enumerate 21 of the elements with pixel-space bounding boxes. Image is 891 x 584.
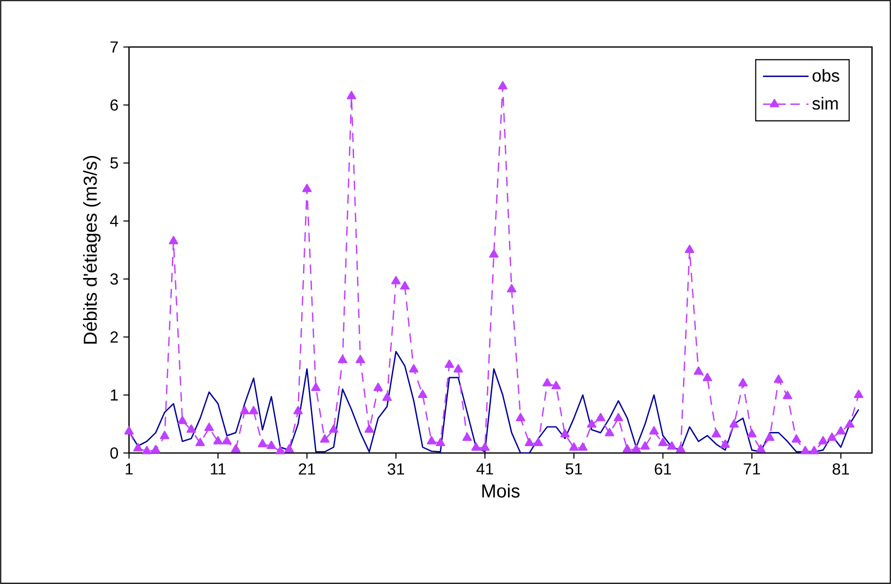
x-tick-label: 61 bbox=[654, 463, 672, 475]
y-axis-title: Débits d'étiages (m3/s) bbox=[82, 156, 101, 344]
x-tick-label: 71 bbox=[744, 463, 760, 474]
x-tick-label: 51 bbox=[566, 463, 582, 475]
x-tick-label: 1 bbox=[126, 463, 133, 474]
y-tick-label: 6 bbox=[110, 99, 118, 111]
x-tick-label: 81 bbox=[832, 463, 849, 475]
x-tick-label: 31 bbox=[388, 463, 404, 475]
legend-label: sim bbox=[812, 96, 838, 110]
y-tick-label: 7 bbox=[110, 41, 118, 52]
y-tick-label: 0 bbox=[110, 447, 118, 459]
legend-label: obs bbox=[812, 69, 840, 82]
x-tick-label: 41 bbox=[476, 463, 494, 474]
x-tick-label: 11 bbox=[210, 463, 226, 474]
y-tick-label: 1 bbox=[110, 389, 118, 400]
x-tick-label: 21 bbox=[298, 463, 316, 475]
x-axis-title: Mois bbox=[482, 484, 520, 498]
y-tick-label: 4 bbox=[110, 215, 118, 226]
y-tick-label: 2 bbox=[110, 331, 118, 343]
y-tick-label: 3 bbox=[110, 273, 118, 285]
y-tick-label: 5 bbox=[110, 157, 118, 169]
